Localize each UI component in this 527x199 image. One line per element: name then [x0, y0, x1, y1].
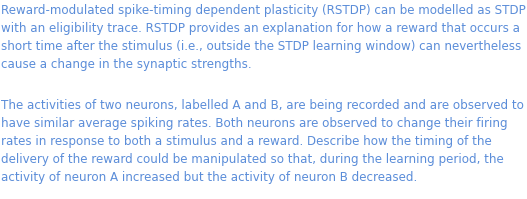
Text: Reward-modulated spike-timing dependent plasticity (RSTDP) can be modelled as ST: Reward-modulated spike-timing dependent … — [1, 4, 525, 71]
Text: The activities of two neurons, labelled A and B, are being recorded and are obse: The activities of two neurons, labelled … — [1, 99, 524, 184]
